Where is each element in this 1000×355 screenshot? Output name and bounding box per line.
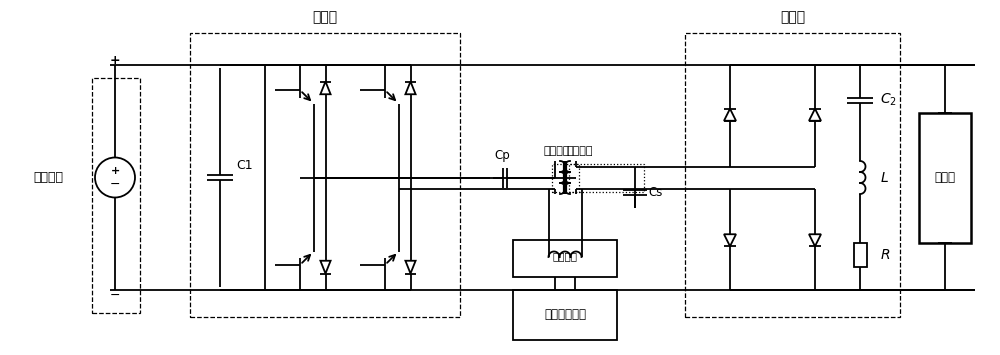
Text: 蓄电池: 蓄电池 bbox=[934, 171, 956, 184]
Text: 逆变桥: 逆变桥 bbox=[312, 10, 338, 24]
Bar bbox=[513, 290, 617, 340]
Bar bbox=[513, 240, 617, 277]
Text: Cs: Cs bbox=[648, 186, 662, 199]
Text: Cp: Cp bbox=[494, 149, 510, 163]
Bar bbox=[854, 243, 866, 267]
Bar bbox=[919, 113, 971, 242]
Bar bbox=[190, 33, 460, 317]
Bar bbox=[92, 78, 140, 313]
Text: −: − bbox=[110, 178, 120, 191]
Text: 检测线圈: 检测线圈 bbox=[552, 251, 578, 262]
Text: $R$: $R$ bbox=[880, 248, 890, 262]
Bar bbox=[552, 164, 578, 191]
Text: $C_2$: $C_2$ bbox=[880, 92, 897, 108]
Text: +: + bbox=[110, 54, 120, 66]
Text: 金属检测电路: 金属检测电路 bbox=[544, 308, 586, 322]
Text: −: − bbox=[110, 289, 120, 301]
Text: 发射线圈: 发射线圈 bbox=[544, 147, 570, 157]
Text: 直流电源: 直流电源 bbox=[33, 171, 63, 184]
Text: C1: C1 bbox=[236, 159, 253, 172]
Text: +: + bbox=[110, 166, 120, 176]
Text: 整流桥: 整流桥 bbox=[780, 10, 805, 24]
Bar bbox=[568, 164, 644, 191]
Text: $L$: $L$ bbox=[880, 170, 889, 185]
Bar bbox=[685, 33, 900, 317]
Text: 接收线圈: 接收线圈 bbox=[567, 147, 593, 157]
